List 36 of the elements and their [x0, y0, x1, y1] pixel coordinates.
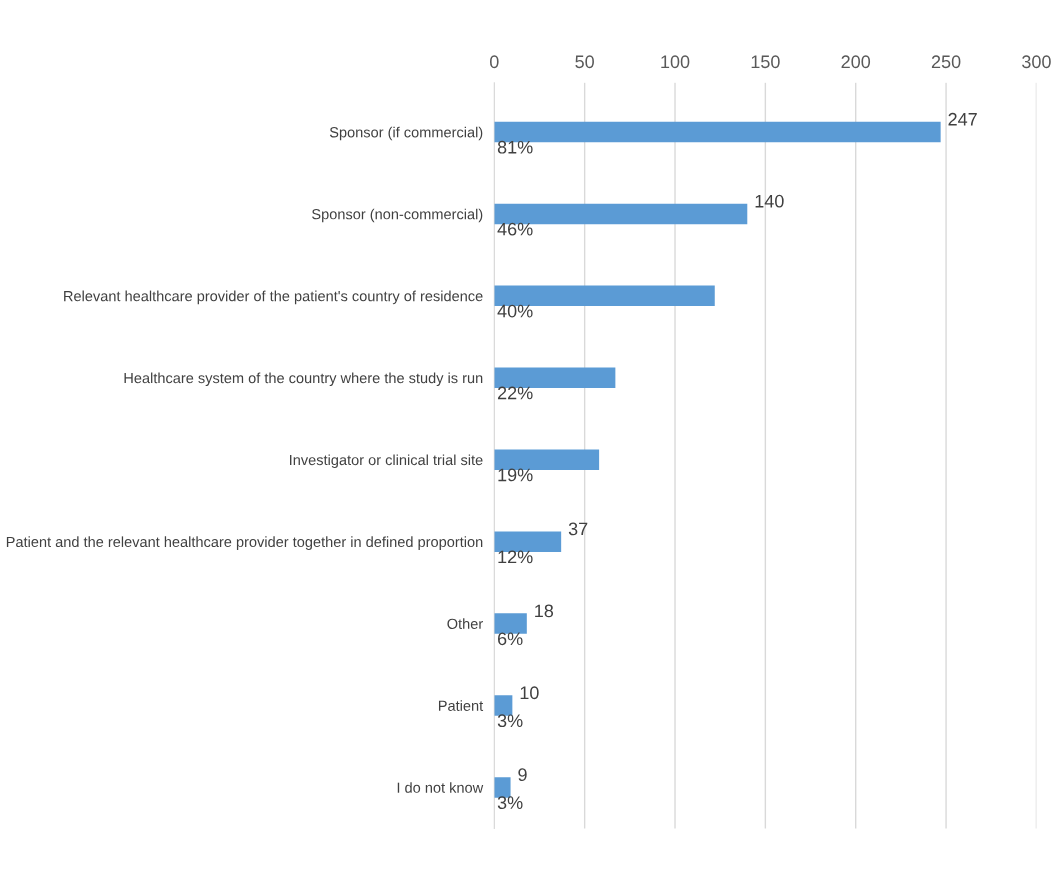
bar: [494, 695, 513, 716]
annotation: 3%: [497, 796, 523, 810]
y-tick-label: Other: [447, 618, 483, 629]
annotation: 19%: [498, 468, 533, 482]
y-tick-label: Healthcare system of the country where the study is run: [124, 372, 483, 387]
annotation: 6%: [497, 632, 523, 646]
y-tick-label: I do not know: [397, 782, 484, 793]
y-tick-label: Sponsor (if commercial): [329, 126, 483, 141]
x-tick-label: 250: [931, 55, 961, 69]
x-tick-label: 300: [1022, 55, 1051, 69]
bar: [494, 777, 511, 798]
y-tick-label: Relevant healthcare provider of the patient's country of residence: [64, 290, 483, 305]
x-tick-label: 150: [751, 55, 780, 69]
bar: [494, 613, 527, 634]
y-tick-label: Investigator or clinical trial site: [290, 454, 483, 469]
y-tick-label: Patient: [438, 700, 484, 711]
data-label: 140: [755, 194, 784, 208]
annotation: 12%: [498, 550, 533, 564]
bar: [494, 449, 600, 470]
x-tick-label: 100: [661, 55, 690, 69]
annotation: 3%: [497, 714, 523, 728]
annotation: 46%: [497, 222, 533, 236]
x-tick-label: 50: [575, 55, 594, 69]
annotation: 22%: [497, 386, 533, 400]
data-label: 37: [568, 522, 588, 536]
x-tick-label: 200: [841, 55, 871, 69]
bar: [494, 531, 562, 552]
annotation: 40%: [497, 304, 533, 318]
y-tick-label: Patient and the relevant healthcare provider together in defined proportion: [6, 536, 483, 550]
data-label: 247: [948, 112, 977, 126]
annotation: 81%: [497, 140, 533, 154]
x-tick-label: 0: [489, 55, 499, 69]
y-tick-label: Sponsor (non-commercial): [312, 208, 483, 223]
data-label: 10: [520, 686, 539, 700]
data-label: 18: [535, 604, 554, 618]
data-label: 9: [518, 768, 527, 782]
